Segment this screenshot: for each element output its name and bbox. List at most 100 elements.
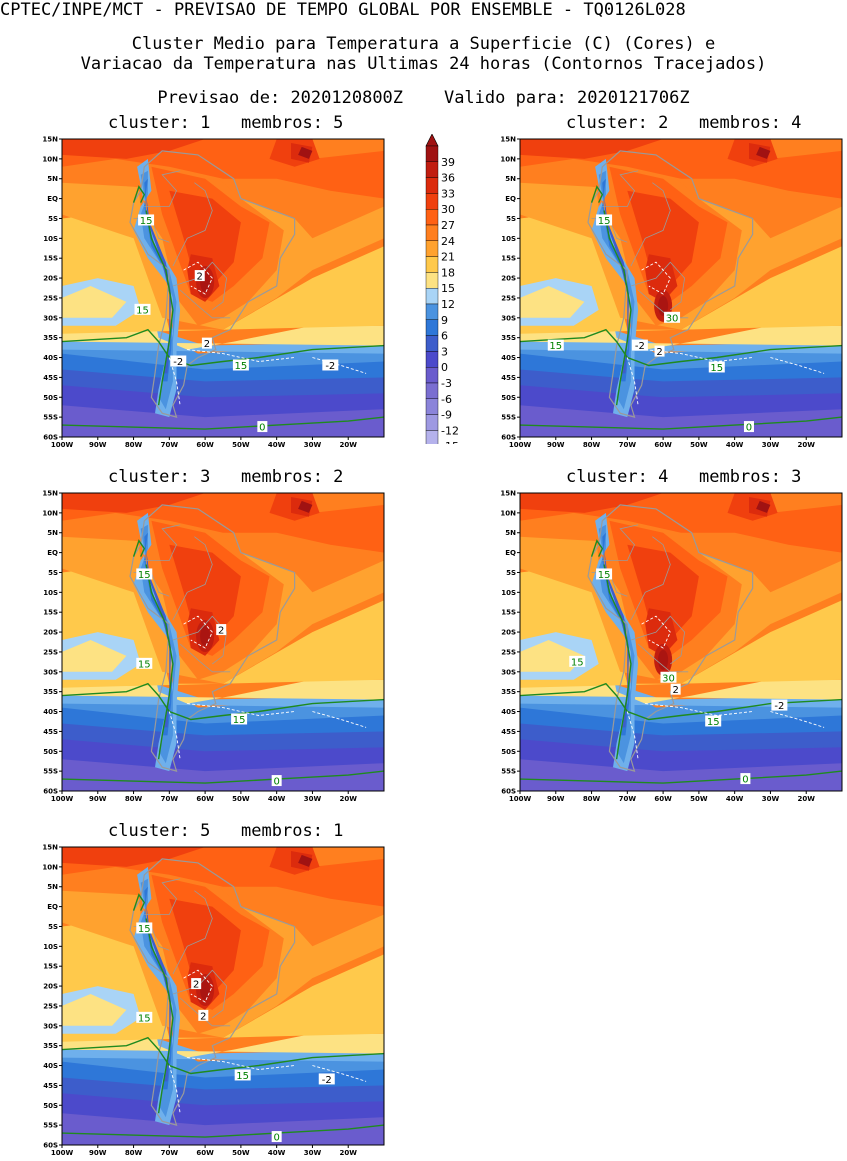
dashed-contour	[312, 1065, 367, 1082]
lat-tick-label: 10N	[42, 509, 58, 517]
colorbar-label: 0	[441, 361, 448, 374]
lat-tick-label: 20S	[43, 983, 58, 991]
contour-label: 15	[236, 1071, 249, 1082]
contour-line	[520, 328, 842, 367]
lat-tick-label: 40S	[43, 1062, 58, 1070]
hot-core-center	[200, 626, 211, 647]
contour-line	[520, 682, 842, 721]
contour-label-box	[170, 355, 187, 367]
lat-tick-label: 35S	[43, 688, 58, 696]
contour-label: 15	[138, 659, 151, 670]
contour-label: 15	[140, 216, 153, 227]
continent-outline	[129, 858, 296, 1126]
dashed-contour	[183, 261, 213, 295]
lat-tick-label: 40S	[43, 354, 58, 362]
lat-tick-label: 15S	[501, 255, 516, 263]
colorbar-swatch	[425, 414, 439, 431]
lon-tick-label: 70W	[161, 441, 179, 449]
contour-label: 15	[707, 717, 720, 728]
lat-tick-label: EQ	[505, 195, 516, 203]
lon-tick-label: 30W	[762, 795, 780, 803]
map-panel-cluster-3: 15N 10N 5N EQ 5S 10S 15S 20S 25S 30S 35S 40S 45S 50S 5…	[42, 490, 385, 803]
colorbar-swatch	[425, 366, 439, 384]
lat-tick-label: 50S	[43, 394, 58, 402]
lon-tick-label: 60W	[196, 795, 214, 803]
contour-label-box	[138, 214, 155, 226]
colorbar-swatch	[425, 240, 439, 257]
country-border	[172, 182, 213, 267]
lon-tick-label: 50W	[232, 1149, 250, 1157]
lat-tick-label: 5S	[506, 215, 516, 223]
dashed-contour	[645, 349, 753, 362]
colorbar-swatch	[425, 208, 439, 226]
country-border	[630, 536, 671, 621]
lat-tick-label: 15S	[43, 255, 58, 263]
contour-label: 15	[571, 657, 584, 668]
contour-label: -2	[635, 341, 645, 352]
lat-tick-label: 55S	[43, 414, 58, 422]
colorbar-swatch	[425, 430, 439, 444]
temperature-band	[62, 493, 206, 513]
contour-label: 2	[200, 1011, 206, 1022]
dashed-contour	[312, 357, 367, 374]
lat-tick-label: 10N	[42, 863, 58, 871]
colorbar-label: -12	[441, 424, 459, 437]
lat-tick-label: 5S	[48, 569, 58, 577]
temperature-band	[627, 544, 699, 640]
dashed-contour	[187, 349, 295, 362]
lat-tick-label: 45S	[43, 1082, 58, 1090]
lon-tick-label: 20W	[339, 795, 357, 803]
lat-tick-label: 40S	[43, 708, 58, 716]
lon-tick-label: 90W	[89, 795, 107, 803]
lat-tick-label: 45S	[501, 374, 516, 382]
contour-label-box	[136, 657, 153, 669]
lat-tick-label: 60S	[43, 1142, 58, 1150]
lat-tick-label: 30S	[501, 668, 516, 676]
contour-label: 0	[746, 423, 752, 434]
contour-label-box	[271, 775, 282, 787]
lat-tick-label: 5S	[48, 923, 58, 931]
temperature-band	[520, 640, 585, 672]
lon-tick-label: 20W	[797, 441, 815, 449]
lat-tick-label: 35S	[501, 688, 516, 696]
contour-label-box	[136, 922, 153, 934]
contour-label-box	[194, 270, 205, 282]
contour-label-box	[201, 337, 212, 349]
country-border	[172, 890, 213, 975]
colorbar-swatch	[425, 256, 439, 273]
continent-outline	[587, 504, 754, 772]
panel-caption-cluster-4: cluster: 4 membros: 3	[566, 467, 802, 487]
colorbar-swatch	[425, 177, 439, 194]
colorbar-label: 36	[441, 172, 455, 185]
lon-tick-label: 80W	[583, 441, 601, 449]
lon-tick-label: 80W	[125, 441, 143, 449]
lat-tick-label: 25S	[501, 648, 516, 656]
dashed-contour	[187, 1057, 295, 1070]
lat-tick-label: 20S	[43, 629, 58, 637]
dashed-contour	[312, 711, 367, 728]
lat-tick-label: 20S	[501, 275, 516, 283]
contour-label: 15	[233, 715, 246, 726]
contour-label-box	[232, 359, 249, 371]
colorbar-label: 6	[441, 330, 448, 343]
lon-tick-label: 100W	[51, 441, 74, 449]
lat-tick-label: 15N	[42, 844, 58, 852]
temperature-band	[169, 898, 241, 994]
lat-tick-label: 10S	[501, 589, 516, 597]
contour-line	[132, 539, 146, 557]
lon-tick-label: 40W	[726, 441, 744, 449]
page-title: CPTEC/INPE/MCT - PREVISAO DE TEMPO GLOBA…	[0, 0, 686, 20]
dashed-contour	[641, 615, 671, 649]
contour-label: 2	[204, 339, 210, 350]
lat-tick-label: 50S	[43, 748, 58, 756]
contour-line	[603, 210, 632, 406]
lon-tick-label: 90W	[547, 795, 565, 803]
country-border	[602, 170, 639, 207]
map-panel-cluster-4: 15N 10N 5N EQ 5S 10S 15S 20S 25S 30S 35S 40S 45S 50S 5…	[500, 490, 843, 803]
hot-core-center	[200, 980, 211, 1001]
map-frame	[61, 492, 385, 792]
lat-tick-label: 25S	[43, 648, 58, 656]
lat-tick-label: 60S	[43, 788, 58, 796]
lat-tick-label: 5N	[47, 529, 58, 537]
